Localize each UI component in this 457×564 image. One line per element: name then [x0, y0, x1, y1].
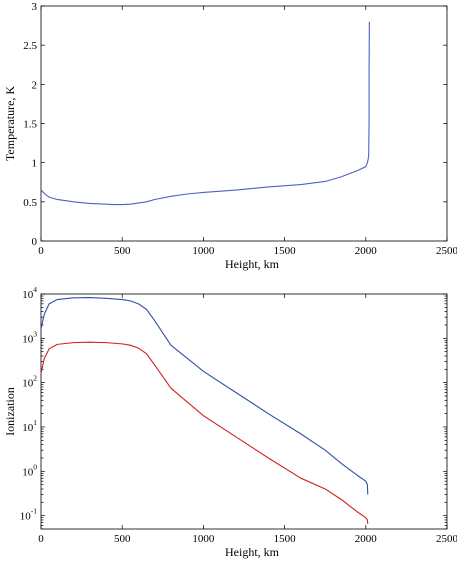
y-tick-label: 104: [22, 285, 37, 301]
y-tick-base: 10: [22, 422, 34, 434]
x-tick-label: 2000: [355, 533, 378, 545]
x-tick-label: 2500: [436, 533, 457, 545]
y-tick-base: 10: [20, 511, 32, 523]
y-tick-exponent: 3: [33, 329, 37, 338]
plot-frame: [40, 5, 448, 242]
y-tick-exponent: 4: [33, 285, 37, 294]
x-tick-label: 0: [38, 245, 44, 257]
plot-frame: [40, 293, 448, 530]
y-tick-label: 0: [32, 236, 38, 248]
y-tick-exponent: 1: [33, 418, 37, 427]
y-tick-label: 10-1: [20, 507, 37, 523]
x-tick-label: 0: [38, 533, 44, 545]
ionization-panel: 0 500 1000 1500 2000 250010-1100101102103104H…: [3, 285, 457, 559]
y-tick-label: 1: [32, 158, 38, 170]
y-tick-label: 100: [22, 462, 37, 478]
x-axis-label: Height, km: [225, 545, 280, 559]
series-line-0: [40, 21, 370, 206]
y-tick-exponent: 0: [33, 462, 37, 471]
x-tick-label: 500: [114, 245, 131, 257]
x-axis-label: Height, km: [225, 257, 280, 271]
x-tick-label: 2000: [355, 245, 378, 257]
x-tick-label: 1500: [274, 245, 297, 257]
y-tick-base: 10: [22, 378, 34, 390]
y-axis-label: Ionization: [3, 387, 17, 436]
x-tick-label: 1000: [192, 245, 215, 257]
y-tick-label: 101: [22, 418, 37, 434]
y-tick-exponent: -1: [31, 507, 37, 516]
y-tick-label: 2: [32, 79, 38, 91]
x-tick-label: 2500: [436, 245, 457, 257]
x-tick-label: 500: [114, 533, 131, 545]
y-tick-label: 3: [32, 1, 38, 13]
y-tick-label: 103: [22, 329, 37, 345]
y-tick-base: 10: [22, 466, 34, 478]
y-tick-base: 10: [22, 289, 34, 301]
series-line-1: [40, 341, 369, 524]
y-tick-label: 0.5: [23, 197, 37, 209]
y-tick-label: 1.5: [23, 119, 37, 131]
y-axis-label: Temperature, K: [3, 86, 17, 161]
series-line-0: [40, 297, 369, 495]
y-tick-exponent: 2: [33, 374, 37, 383]
x-tick-label: 1000: [192, 533, 215, 545]
x-tick-label: 1500: [274, 533, 297, 545]
y-tick-base: 10: [22, 333, 34, 345]
y-tick-label: 2.5: [23, 40, 37, 52]
y-tick-label: 102: [22, 374, 37, 390]
temperature-panel: 0 500 1000 1500 2000 2500 0 0.5 1 1.5 2 2.5 3 Height,…: [3, 1, 457, 271]
